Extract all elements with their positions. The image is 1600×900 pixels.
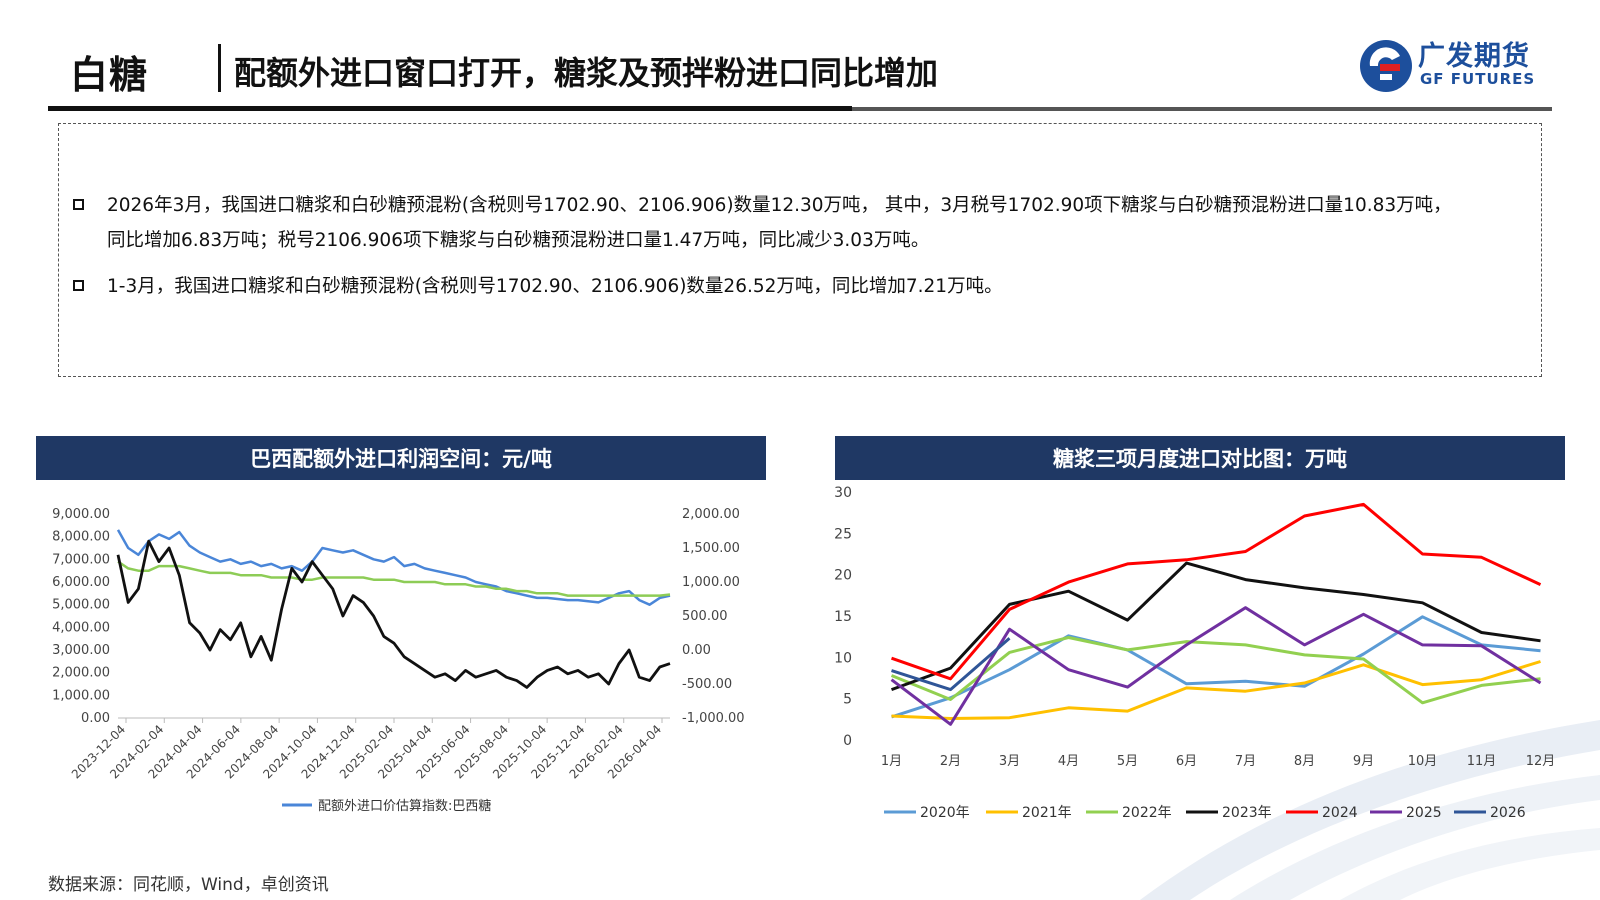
left-axis-tick-label: 5,000.00	[52, 598, 110, 613]
series-line	[116, 529, 671, 606]
series-line	[891, 660, 1541, 720]
left-axis-tick-label: 2,000.00	[52, 666, 110, 681]
square-bullet-icon	[73, 199, 84, 210]
legend-label: 2023年	[1222, 805, 1272, 821]
legend-label: 2025	[1406, 805, 1442, 821]
legend-label: 2024	[1322, 805, 1358, 821]
x-axis-tick-label: 7月	[1235, 754, 1256, 769]
profit-chart: 9,000.00 8,000.00 7,000.00 6,000.00 5,000.00…	[52, 507, 745, 814]
y-axis-tick-label: 20	[834, 568, 852, 584]
data-source: 数据来源：同花顺，Wind，卓创资讯	[48, 875, 329, 895]
note-line: 2026年3月，我国进口糖浆和白砂糖预混粉(含税则号1702.90、2106.9…	[107, 195, 1452, 216]
x-axis-tick-label: 8月	[1294, 754, 1315, 769]
syrup-import-chart: 30 25 20 15 10 5 0 1月 2月 3月 4月 5月 6月 7月 8月 9月 10月 11月 12月 2…	[834, 485, 1556, 821]
logo-text-en: GF FUTURES	[1420, 70, 1536, 88]
notes-box: 2026年3月，我国进口糖浆和白砂糖预混粉(含税则号1702.90、2106.9…	[58, 123, 1542, 377]
right-axis-tick-label: 1,000.00	[682, 575, 740, 590]
right-axis-tick-label: 2,000.00	[682, 507, 740, 522]
header-underline-gray	[852, 107, 1552, 111]
x-axis-tick-label: 1月	[881, 754, 902, 769]
left-axis-tick-label: 7,000.00	[52, 552, 110, 567]
logo-text-cn: 广发期货	[1418, 41, 1530, 72]
legend-label: 2020年	[920, 805, 970, 821]
square-bullet-icon	[73, 280, 84, 291]
right-axis-tick-label: 0.00	[682, 643, 711, 658]
left-axis-tick-label: 4,000.00	[52, 620, 110, 635]
x-axis-tick-label: 10月	[1408, 754, 1438, 769]
x-axis-tick-label: 2月	[940, 754, 961, 769]
series-line	[891, 615, 1541, 719]
series-line	[117, 560, 671, 597]
note-line: 同比增加6.83万吨；税号2106.906项下糖浆与白砂糖预混粉进口量1.47万…	[107, 230, 930, 251]
series-line	[116, 539, 671, 689]
left-axis-tick-label: 8,000.00	[52, 530, 110, 545]
logo-mark-icon	[1360, 40, 1412, 92]
right-axis-tick-label: 500.00	[682, 609, 728, 624]
page-header: 白糖 配额外进口窗口打开，糖浆及预拌粉进口同比增加	[48, 36, 1552, 116]
y-axis-tick-label: 30	[834, 485, 852, 501]
legend-label: 配额外进口价估算指数:巴西糖	[318, 798, 491, 814]
right-axis-tick-label: 1,500.00	[682, 541, 740, 556]
x-axis-tick-label: 5月	[1117, 754, 1138, 769]
right-axis-tick-label: -500.00	[682, 677, 732, 692]
series-line	[891, 502, 1542, 681]
header-separator	[218, 44, 221, 92]
y-axis-tick-label: 5	[843, 692, 852, 708]
series-line	[891, 637, 1011, 692]
x-axis-tick-label: 3月	[999, 754, 1020, 769]
series-line	[890, 561, 1541, 692]
gf-futures-logo: 广发期货 GF FUTURES	[1356, 34, 1556, 94]
left-axis-tick-label: 3,000.00	[52, 643, 110, 658]
x-axis-tick-label: 11月	[1467, 754, 1497, 769]
y-axis-tick-label: 15	[834, 609, 852, 625]
y-axis-tick-label: 25	[834, 526, 852, 542]
y-axis-tick-label: 10	[834, 650, 852, 666]
page-title: 配额外进口窗口打开，糖浆及预拌粉进口同比增加	[234, 54, 939, 92]
left-axis-tick-label: 1,000.00	[52, 688, 110, 703]
y-axis-tick-label: 0	[843, 733, 852, 749]
note-line: 1-3月，我国进口糖浆和白砂糖预混粉(含税则号1702.90、2106.906)…	[107, 276, 1003, 297]
x-axis-tick-label: 9月	[1353, 754, 1374, 769]
chart-title-profit: 巴西配额外进口利润空间：元/吨	[36, 436, 766, 480]
section-label: 白糖	[70, 53, 149, 97]
right-axis-tick-label: -1,000.00	[682, 711, 745, 726]
background-swoosh	[1140, 720, 1600, 900]
x-axis-tick-label: 4月	[1058, 754, 1079, 769]
series-line	[890, 636, 1541, 705]
legend-label: 2026	[1490, 805, 1526, 821]
legend-label: 2022年	[1122, 805, 1172, 821]
chart-title-syrup: 糖浆三项月度进口对比图：万吨	[835, 436, 1565, 480]
left-axis-tick-label: 6,000.00	[52, 575, 110, 590]
note-item: 2026年3月，我国进口糖浆和白砂糖预混粉(含税则号1702.90、2106.9…	[73, 188, 1507, 258]
x-axis-tick-label: 12月	[1526, 754, 1556, 769]
header-underline-black	[48, 106, 852, 111]
left-axis-tick-label: 9,000.00	[52, 507, 110, 522]
note-item: 1-3月，我国进口糖浆和白砂糖预混粉(含税则号1702.90、2106.906)…	[73, 269, 1507, 304]
legend-label: 2021年	[1022, 805, 1072, 821]
x-axis-tick-label: 6月	[1176, 754, 1197, 769]
left-axis-tick-label: 0.00	[81, 711, 110, 726]
